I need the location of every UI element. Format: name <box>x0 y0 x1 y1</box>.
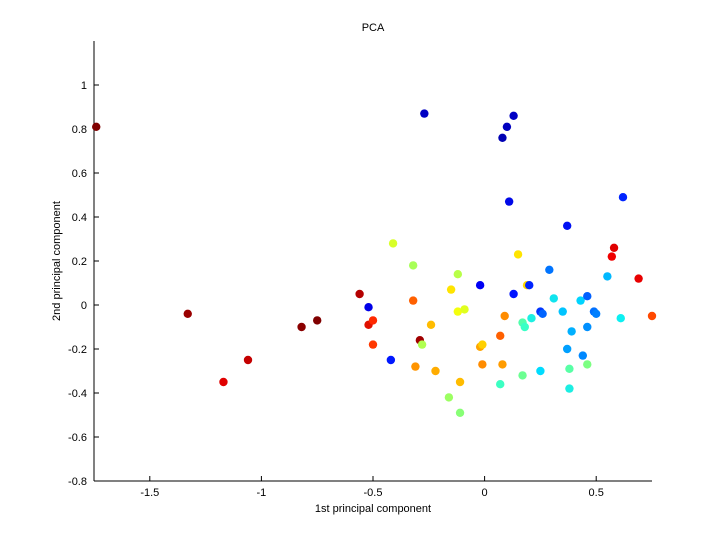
data-point <box>420 109 429 118</box>
data-point <box>368 340 378 349</box>
y-tick-label: 0.4 <box>72 212 87 224</box>
y-tick-label: -0.4 <box>68 388 87 400</box>
data-point <box>446 285 456 294</box>
data-point <box>513 250 523 259</box>
data-point <box>504 197 514 206</box>
data-point <box>518 371 527 380</box>
data-point <box>243 355 253 365</box>
data-point <box>460 305 469 314</box>
data-point <box>455 408 465 417</box>
data-point <box>583 292 592 301</box>
y-tick-label: -0.2 <box>68 344 87 356</box>
y-tick-label: -0.8 <box>68 476 87 488</box>
y-tick-label: 0.6 <box>72 168 87 180</box>
x-axis: -1.5 -1 -0.5 0 0.5 <box>94 476 652 499</box>
data-point <box>603 272 612 281</box>
data-point <box>509 111 518 121</box>
x-tick-label: 0 <box>482 487 488 499</box>
data-point <box>500 311 509 321</box>
data-point <box>417 340 427 349</box>
y-tick-label: -0.6 <box>68 432 87 444</box>
data-point <box>475 281 485 290</box>
data-point <box>634 274 643 283</box>
data-point <box>364 303 373 312</box>
data-point <box>567 327 576 336</box>
data-point <box>496 331 505 340</box>
data-point <box>565 364 574 373</box>
data-point <box>455 377 465 387</box>
chart-title: PCA <box>362 22 385 34</box>
data-point <box>607 252 617 261</box>
data-point <box>498 360 507 369</box>
x-tick-label: -1.5 <box>140 487 159 499</box>
data-point <box>520 322 529 332</box>
data-point <box>647 311 657 321</box>
data-point <box>426 320 436 329</box>
data-point <box>578 351 588 360</box>
x-axis-label: 1st principal component <box>315 503 431 515</box>
data-point <box>408 261 418 270</box>
data-point <box>545 265 554 274</box>
data-points <box>92 109 657 417</box>
data-point <box>219 377 228 387</box>
data-point <box>478 340 487 349</box>
data-point <box>431 366 440 376</box>
data-point <box>565 384 574 393</box>
data-point <box>355 289 364 299</box>
data-point <box>313 316 322 325</box>
x-tick-label: -1 <box>257 487 267 499</box>
data-point <box>408 296 418 305</box>
y-tick-label: 1 <box>81 80 87 92</box>
data-point <box>583 322 592 332</box>
data-point <box>92 122 101 131</box>
data-point <box>562 221 572 230</box>
data-point <box>609 243 619 252</box>
data-point <box>411 362 420 371</box>
data-point <box>368 316 378 325</box>
y-tick-label: 0.8 <box>72 124 87 136</box>
data-point <box>478 360 487 369</box>
data-point <box>527 314 536 323</box>
data-point <box>453 307 463 316</box>
y-axis: -0.8 -0.6 -0.4 -0.2 0 0.2 0.4 0.6 0.8 1 <box>68 41 99 488</box>
data-point <box>496 380 505 389</box>
data-point <box>525 281 534 290</box>
y-tick-label: 0 <box>81 300 87 312</box>
data-point <box>498 133 507 142</box>
data-point <box>618 193 628 202</box>
data-point <box>502 122 512 131</box>
data-point <box>576 296 585 305</box>
data-point <box>592 309 601 318</box>
x-tick-label: -0.5 <box>364 487 383 499</box>
x-tick-label: 0.5 <box>589 487 604 499</box>
data-point <box>386 355 396 365</box>
y-tick-label: 0.2 <box>72 256 87 268</box>
data-point <box>538 309 547 318</box>
data-point <box>583 360 592 369</box>
data-point <box>562 344 572 354</box>
data-point <box>453 270 463 279</box>
data-point <box>558 307 567 316</box>
y-axis-label: 2nd principal component <box>51 201 63 321</box>
data-point <box>297 322 306 332</box>
data-point <box>444 393 454 402</box>
data-point <box>388 239 398 248</box>
data-point <box>549 294 558 303</box>
data-point <box>183 309 192 318</box>
data-point <box>536 366 545 376</box>
data-point <box>509 289 518 299</box>
data-point <box>616 314 625 323</box>
